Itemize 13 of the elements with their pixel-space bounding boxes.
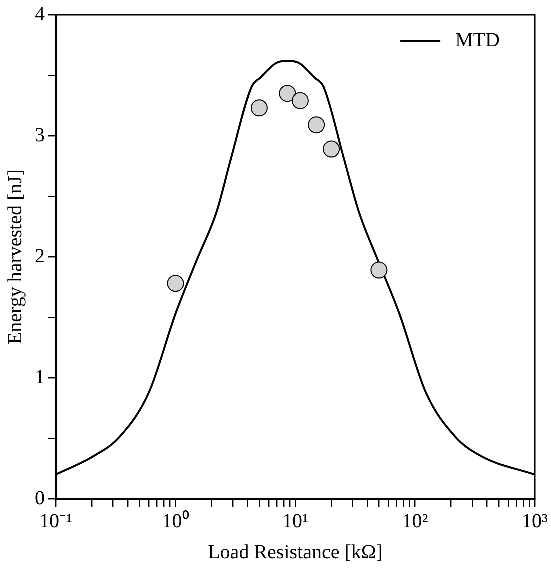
y-tick-label: 3 [35, 124, 45, 146]
legend-label: MTD [456, 29, 500, 52]
y-axis-title: Energy harvested [nJ] [4, 169, 26, 345]
x-axis-title: Load Resistance [kΩ] [208, 541, 383, 564]
y-tick-label: 1 [35, 366, 45, 388]
y-tick-label: 4 [35, 3, 45, 26]
x-tick-label: 10⁻¹ [40, 510, 72, 532]
x-tick-label: 10¹ [282, 510, 308, 532]
y-tick-label: 0 [35, 487, 45, 510]
x-tick-label: 10⁰ [162, 509, 190, 532]
x-tick-label: 10² [402, 510, 428, 532]
y-tick-label: 2 [35, 245, 45, 268]
x-tick-label: 10³ [522, 510, 548, 532]
